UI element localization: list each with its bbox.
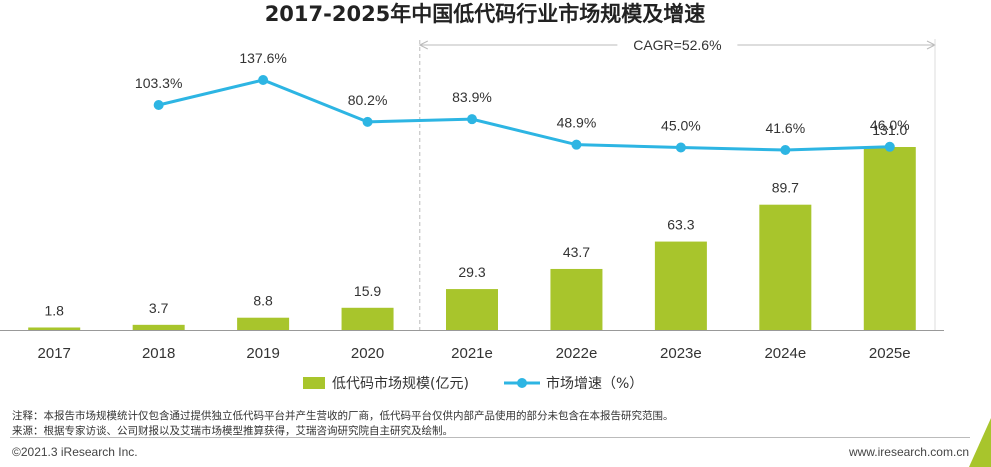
bar-2022e bbox=[550, 268, 603, 330]
legend-bar-label: 低代码市场规模(亿元) bbox=[332, 375, 469, 392]
bar-2021e bbox=[446, 289, 498, 330]
chart-svg: 2017-2025年中国低代码行业市场规模及增速 CAGR=52.6% 1.8 3… bbox=[0, 2, 944, 392]
x-tick-2019: 2019 bbox=[246, 345, 279, 362]
bar-label-2021e: 29.3 bbox=[458, 264, 485, 280]
bar-2020 bbox=[341, 307, 394, 330]
cagr-label-bg bbox=[617, 35, 738, 55]
growth-line bbox=[158, 78, 890, 152]
bar-label-2017: 1.8 bbox=[44, 302, 64, 318]
growth-label-2018: 103.3% bbox=[135, 75, 182, 91]
legend: 低代码市场规模(亿元) 市场增速（%） bbox=[303, 375, 643, 392]
growth-point-2022e bbox=[571, 139, 582, 150]
growth-point-2021e bbox=[467, 114, 477, 125]
x-tick-2024e: 2024e bbox=[764, 345, 806, 362]
bar-2023e bbox=[654, 241, 707, 330]
footnote-note: 注释：本报告市场规模统计仅包含通过提供独立低代码平台并产生营收的厂商，低代码平台… bbox=[12, 410, 674, 422]
bar-label-2019: 8.8 bbox=[253, 293, 273, 309]
legend-bar-swatch bbox=[303, 377, 325, 389]
growth-label-2019: 137.6% bbox=[239, 50, 286, 66]
line-data-labels: 103.3% 137.6% 80.2% 83.9% 48.9% 45.0% 41.6% 46.… bbox=[135, 50, 910, 136]
bar-label-2024e: 89.7 bbox=[772, 180, 799, 196]
growth-label-2025e: 46.0% bbox=[870, 117, 910, 133]
bar-label-2020: 15.9 bbox=[354, 283, 381, 299]
bar-2018 bbox=[132, 324, 185, 330]
bar-data-labels: 1.8 3.7 8.8 15.9 29.3 43.7 63.3 89.7 131.0 bbox=[44, 122, 907, 318]
legend-line-label: 市场增速（%） bbox=[546, 375, 643, 392]
growth-label-2024e: 41.6% bbox=[765, 120, 805, 136]
footer-divider bbox=[10, 437, 970, 438]
footnote-source: 来源：根据专家访谈、公司财报以及艾瑞市场模型推算获得，艾瑞咨询研究院自主研究及绘… bbox=[12, 425, 453, 437]
bar-label-2023e: 63.3 bbox=[667, 217, 694, 233]
growth-point-2019 bbox=[258, 75, 269, 85]
cagr-arrow-left-head bbox=[418, 40, 429, 50]
bar-2025e bbox=[863, 147, 916, 330]
growth-point-2020 bbox=[362, 116, 373, 127]
growth-label-2023e: 45.0% bbox=[661, 118, 701, 134]
x-tick-2018: 2018 bbox=[142, 345, 175, 362]
x-tick-2017: 2017 bbox=[38, 345, 71, 362]
growth-point-2025e bbox=[884, 141, 895, 152]
bar-2019 bbox=[237, 317, 290, 330]
copyright: ©2021.3 iResearch Inc. bbox=[12, 445, 138, 459]
growth-label-2022e: 48.9% bbox=[557, 115, 597, 131]
chart-title: 2017-2025年中国低代码行业市场规模及增速 bbox=[265, 2, 706, 26]
x-tick-2020: 2020 bbox=[351, 345, 384, 362]
website-link[interactable]: www.iresearch.com.cn bbox=[848, 445, 969, 459]
x-tick-2025e: 2025e bbox=[869, 345, 911, 362]
growth-point-2024e bbox=[780, 145, 791, 155]
growth-point-2018 bbox=[153, 100, 164, 111]
growth-label-2021e: 83.9% bbox=[452, 89, 492, 105]
bar-series bbox=[28, 147, 916, 330]
x-axis: 2017 2018 2019 2020 2021e 2022e 2023e 2024e 2025… bbox=[0, 330, 944, 362]
growth-label-2020: 80.2% bbox=[348, 92, 388, 108]
bar-2017 bbox=[28, 327, 81, 330]
cagr-annotation: CAGR=52.6% bbox=[418, 35, 937, 330]
growth-point-2023e bbox=[675, 142, 686, 153]
bar-label-2022e: 43.7 bbox=[563, 244, 590, 260]
bar-label-2025e: 131.0 bbox=[872, 122, 907, 138]
x-tick-2023e: 2023e bbox=[660, 345, 702, 362]
bar-2024e bbox=[759, 204, 812, 330]
x-tick-2022e: 2022e bbox=[556, 345, 598, 362]
corner-decoration bbox=[969, 418, 991, 467]
x-tick-2021e: 2021e bbox=[451, 345, 493, 362]
cagr-label: CAGR=52.6% bbox=[633, 37, 721, 53]
bar-label-2018: 3.7 bbox=[149, 300, 169, 316]
legend-line-marker bbox=[517, 378, 527, 388]
line-series bbox=[153, 75, 895, 155]
